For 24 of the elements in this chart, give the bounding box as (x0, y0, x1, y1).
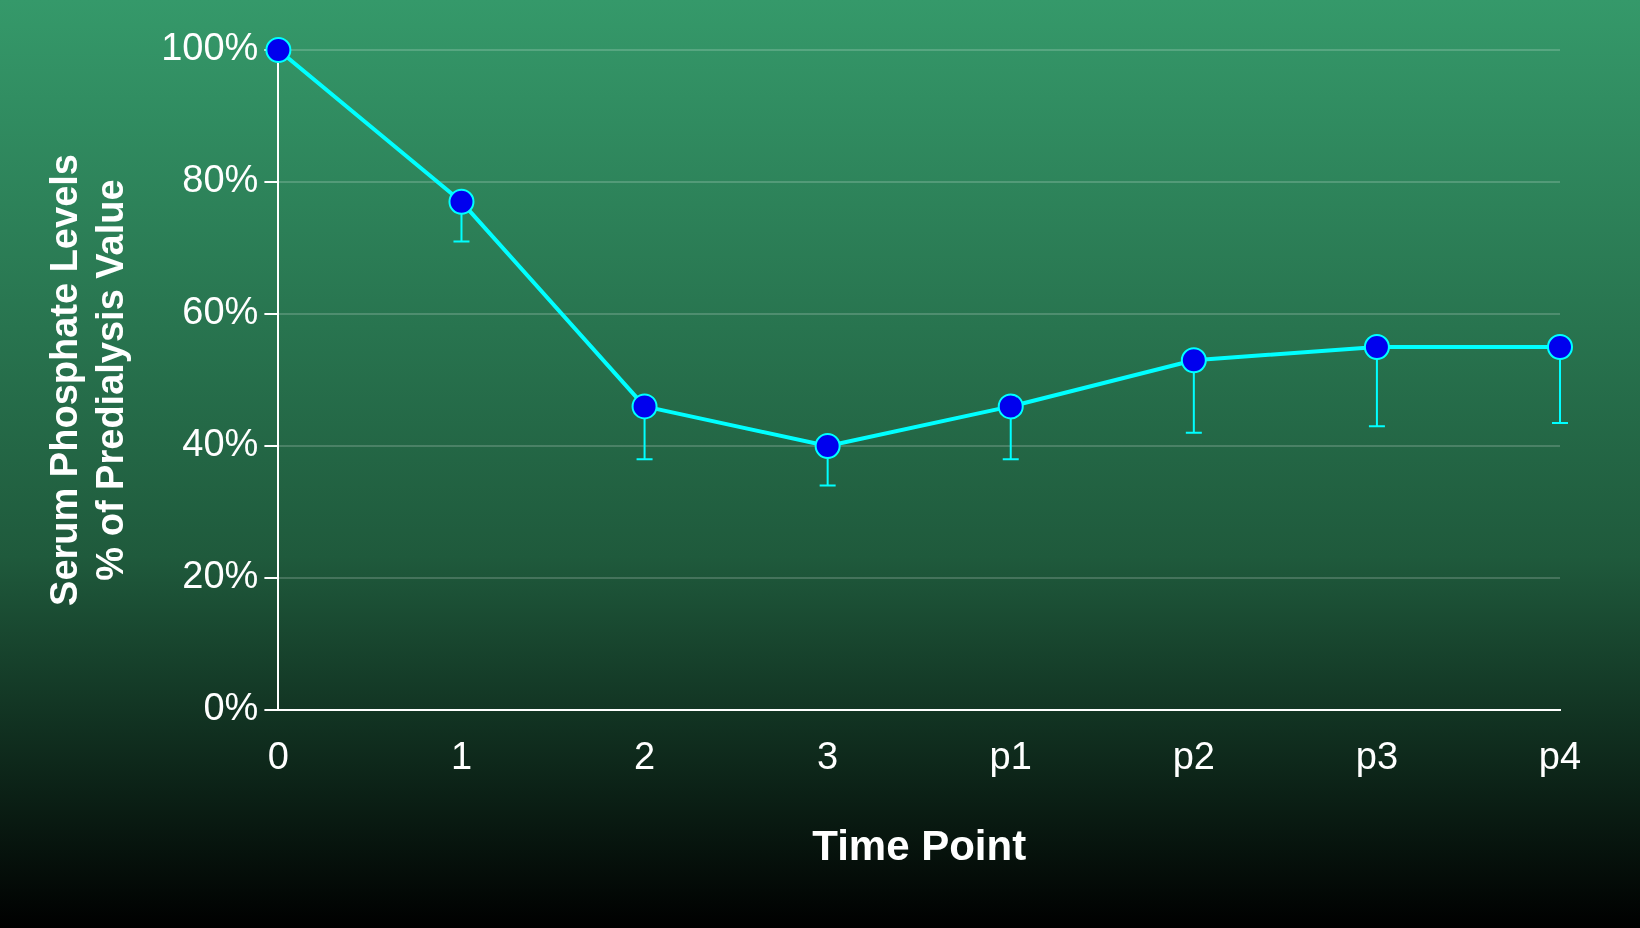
x-tick-label: 0 (267, 735, 289, 778)
point (1547, 334, 1573, 360)
x-tick-label: 3 (817, 735, 839, 778)
point (1363, 334, 1390, 360)
point (814, 433, 841, 459)
x-tick-label: 2 (633, 735, 656, 778)
y-axis-title: Serum Phosphate Levels % of Predialysis Value (43, 154, 131, 606)
x-tick-label: p1 (989, 735, 1032, 778)
point (1180, 347, 1207, 374)
y-tick-label: 0% (203, 686, 259, 729)
x-tick-label: p2 (1172, 735, 1215, 778)
x-tick-label: p3 (1355, 735, 1399, 778)
point (448, 188, 475, 215)
x-axis-title: Time Point (812, 822, 1027, 870)
y-tick-label: 20% (182, 554, 259, 597)
y-tick-label: 40% (182, 422, 259, 465)
y-tick-label: 100% (161, 26, 259, 69)
point (631, 393, 658, 420)
x-tick-label: 1 (450, 735, 473, 778)
x-tick-label: p4 (1538, 735, 1582, 778)
y-tick-label: 80% (182, 158, 259, 201)
point (265, 37, 292, 63)
y-tick-label: 60% (182, 290, 259, 333)
point (997, 393, 1024, 420)
